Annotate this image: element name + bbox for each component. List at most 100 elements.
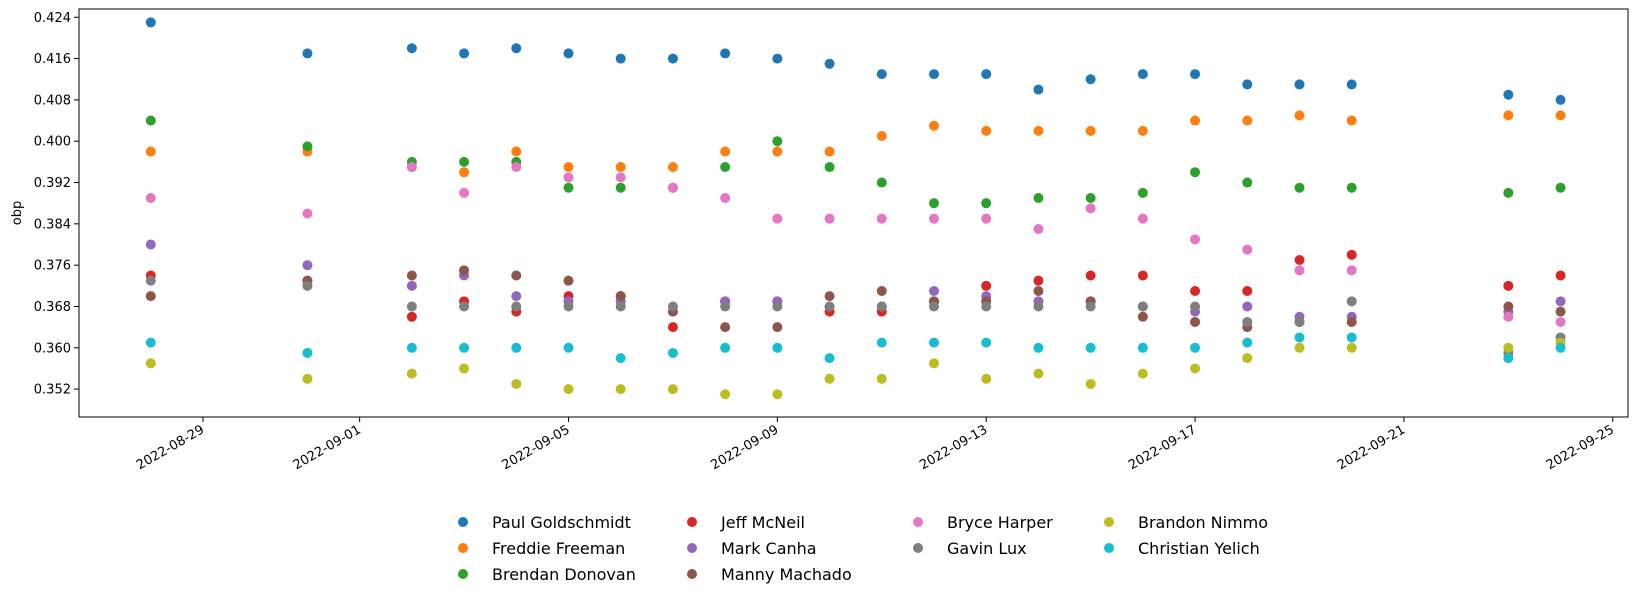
data-point [1137,342,1148,353]
series-points [145,17,1566,105]
data-point [1242,244,1253,255]
legend-item: Freddie Freeman [458,539,625,558]
data-point [876,69,887,80]
data-point [981,125,992,136]
data-point [1294,79,1305,90]
data-point [824,146,835,157]
data-point [1242,337,1253,348]
data-point [1033,301,1044,312]
legend-marker [458,569,468,579]
data-point [406,301,417,312]
legend-label: Jeff McNeil [720,513,805,532]
data-point [302,347,313,358]
data-point [1346,182,1357,193]
data-point [1294,110,1305,121]
legend-marker [458,517,468,527]
data-point [720,162,731,173]
data-point [928,213,939,224]
series-points [145,275,1566,358]
data-point [876,337,887,348]
data-point [1503,311,1514,322]
x-tick-label: 2022-09-09 [708,422,781,473]
data-point [563,48,574,59]
data-point [1555,270,1566,281]
data-point [720,48,731,59]
data-point [667,347,678,358]
data-point [1190,69,1201,80]
legend-label: Freddie Freeman [492,539,625,558]
data-point [876,177,887,188]
data-point [302,208,313,219]
data-point [615,53,626,64]
series-points [145,162,1566,327]
data-point [1033,342,1044,353]
x-tick-label: 2022-09-01 [291,422,364,473]
legend-label: Bryce Harper [947,513,1053,532]
data-point [772,213,783,224]
legend-item: Jeff McNeil [687,513,805,532]
data-point [615,384,626,395]
data-point [1085,203,1096,214]
x-tick-label: 2022-09-13 [917,422,990,473]
data-point [667,322,678,333]
data-point [302,373,313,384]
legend-label: Paul Goldschmidt [492,513,631,532]
data-point [145,17,156,28]
data-point [1503,110,1514,121]
data-point [459,363,470,374]
data-point [1294,265,1305,276]
data-point [1503,353,1514,364]
data-point [1137,270,1148,281]
data-point [824,301,835,312]
data-point [563,301,574,312]
data-point [928,285,939,296]
data-point [615,353,626,364]
data-point [1137,187,1148,198]
data-point [1085,270,1096,281]
data-point [1085,125,1096,136]
data-point [1242,301,1253,312]
data-point [511,291,522,302]
data-point [1190,342,1201,353]
legend-marker [687,517,697,527]
data-point [1346,265,1357,276]
data-point [1555,306,1566,317]
data-point [1346,342,1357,353]
legend-label: Mark Canha [721,539,817,558]
data-point [1085,342,1096,353]
data-point [1503,280,1514,291]
data-point [1190,167,1201,178]
y-axis-label: obp [10,201,25,225]
y-tick-label: 0.384 [34,217,71,232]
data-point [145,291,156,302]
legend-item: Paul Goldschmidt [458,513,631,532]
data-point [1137,213,1148,224]
data-point [824,373,835,384]
data-point [145,193,156,204]
data-point [1346,249,1357,260]
data-point [981,213,992,224]
y-tick-label: 0.376 [34,259,71,274]
data-point [1033,84,1044,95]
data-point [772,146,783,157]
data-point [824,58,835,69]
data-point [1190,285,1201,296]
data-point [1190,301,1201,312]
legend-label: Manny Machado [721,565,852,584]
data-point [563,172,574,183]
data-point [615,162,626,173]
data-point [302,260,313,271]
data-point [1242,177,1253,188]
data-point [406,280,417,291]
data-point [1294,316,1305,327]
legend-marker [913,517,923,527]
legend-marker [458,543,468,553]
data-point [1085,193,1096,204]
series-points [145,332,1566,364]
data-point [1346,296,1357,307]
data-point [563,342,574,353]
legend-label: Brandon Nimmo [1138,513,1268,532]
data-point [1503,342,1514,353]
data-point [145,239,156,250]
